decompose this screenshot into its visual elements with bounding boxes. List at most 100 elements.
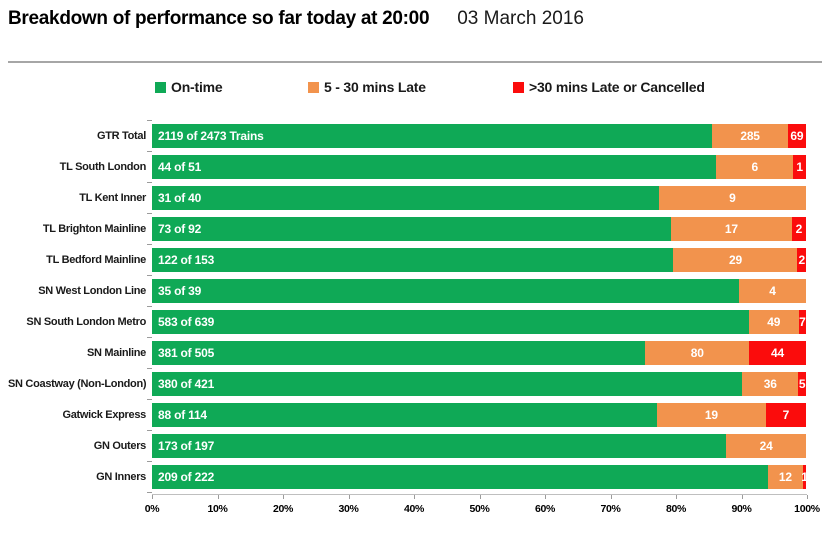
bar-value-label: 49 [767,314,781,329]
bar-value-label: 5 [798,376,806,391]
header: Breakdown of performance so far today at… [8,8,584,30]
chart-row: TL Brighton Mainline 73 of 92 17 2 [8,213,806,244]
bar-value-label: 209 of 222 [158,469,215,484]
bar-value-label: 17 [724,221,738,236]
category-axis-tick [147,368,152,369]
bar-value-label: 4 [769,283,776,298]
bar-value-label: 1 [796,159,803,174]
chart-row: GN Outers 173 of 197 24 [8,430,806,461]
x-axis-label: 0% [144,503,160,515]
chart-rows: GTR Total 2119 of 2473 Trains 285 69 TL Sout… [8,120,806,492]
bar-value-label: 7 [782,407,790,422]
chart-legend: On-time 5 - 30 mins Late >30 mins Late o… [0,79,830,99]
bar-value-label: 29 [728,252,742,267]
category-label: GN Outers [93,439,147,452]
bar-value-label: 69 [790,128,804,143]
bar-segment-on-time: 35 of 39 [152,278,739,303]
bar-segment-late-30-or-cancelled: 69 [787,123,806,148]
bar-segment-late-30-or-cancelled: 1 [801,464,806,489]
report-date: 03 March 2016 [457,8,584,29]
bar-segment-late-5-30: 4 [738,278,806,303]
chart-row: Gatwick Express 88 of 114 19 7 [8,399,806,430]
header-divider [8,61,822,63]
legend-item-late-30-or-cancelled: >30 mins Late or Cancelled [513,79,705,95]
x-axis-tick [741,495,743,499]
bar-value-label: 583 of 639 [158,314,215,329]
bar-track: 583 of 639 49 7 [152,309,806,334]
bar-segment-on-time: 173 of 197 [152,433,727,458]
bar-segment-late-5-30: 12 [767,464,804,489]
category-axis-tick [147,120,152,121]
bar-track: 173 of 197 24 [152,433,806,458]
category-label: SN South London Metro [26,315,146,328]
category-label: TL Bedford Mainline [46,253,146,266]
bar-segment-on-time: 380 of 421 [152,371,743,396]
bar-value-label: 7 [799,314,806,329]
x-axis-tick [348,495,350,499]
chart-row: TL Bedford Mainline 122 of 153 29 2 [8,244,806,275]
bar-segment-late-30-or-cancelled: 2 [797,247,806,272]
bar-value-label: 35 of 39 [158,283,202,298]
bar-track: 73 of 92 17 2 [152,216,806,241]
x-axis-label: 60% [534,503,556,515]
bar-value-label: 6 [751,159,758,174]
chart-row: SN South London Metro 583 of 639 49 7 [8,306,806,337]
x-axis-tick [807,495,808,499]
bar-value-label: 380 of 421 [158,376,215,391]
category-axis-tick [147,244,152,245]
bar-value-label: 2119 of 2473 Trains [158,128,264,143]
bar-value-label: 12 [778,469,792,484]
stacked-bar-chart: GTR Total 2119 of 2473 Trains 285 69 TL Sout… [8,120,806,493]
category-label: Gatwick Express [62,408,146,421]
x-axis-tick [152,495,153,499]
chart-row: SN Mainline 381 of 505 80 44 [8,337,806,368]
x-axis-label: 70% [600,503,621,515]
x-axis-tick [217,495,219,499]
legend-item-on-time: On-time [155,79,223,95]
bar-value-label: 285 [740,128,760,143]
category-axis-tick [147,151,152,152]
category-label: GTR Total [96,129,146,142]
x-axis-label: 40% [403,503,425,515]
bar-value-label: 122 of 153 [158,252,215,267]
category-label: TL South London [59,160,147,173]
bar-track: 44 of 51 6 1 [152,154,806,179]
category-label: TL Kent Inner [79,191,146,204]
bar-track: 88 of 114 19 7 [152,402,806,427]
bar-segment-on-time: 2119 of 2473 Trains [152,123,713,148]
category-axis-tick [147,182,152,183]
x-axis-tick [283,495,284,499]
bar-segment-late-5-30: 19 [656,402,766,427]
bar-value-label: 2 [798,252,805,267]
chart-row: GN Inners 209 of 222 12 1 [8,461,806,492]
x-axis-tick [545,495,546,499]
x-axis-label: 30% [338,503,359,515]
bar-segment-late-30-or-cancelled: 7 [798,309,806,334]
bar-segment-on-time: 583 of 639 [152,309,749,334]
x-axis-label: 20% [272,503,294,515]
chart-row: GTR Total 2119 of 2473 Trains 285 69 [8,120,806,151]
bar-segment-late-30-or-cancelled: 5 [798,371,806,396]
bar-value-label: 36 [763,376,777,391]
category-axis-tick [147,430,152,431]
chart-row: SN Coastway (Non-London) 380 of 421 36 5 [8,368,806,399]
category-axis-tick [147,492,152,493]
bar-track: 209 of 222 12 1 [152,464,806,489]
bar-value-label: 80 [690,345,704,360]
bar-value-label: 19 [704,407,718,422]
bar-segment-late-30-or-cancelled: 7 [765,402,806,427]
bar-value-label: 1 [801,469,806,484]
bar-segment-late-5-30: 24 [726,433,806,458]
bar-track: 31 of 40 9 [152,185,806,210]
bar-segment-late-30-or-cancelled: 2 [791,216,806,241]
bar-value-label: 31 of 40 [158,190,202,205]
category-axis-tick [147,306,152,307]
bar-segment-on-time: 73 of 92 [152,216,671,241]
x-axis-tick [610,495,612,499]
category-axis-tick [147,275,152,276]
bar-value-label: 88 of 114 [158,407,207,422]
bar-segment-on-time: 31 of 40 [152,185,659,210]
category-label: SN Mainline [86,346,146,359]
bar-value-label: 73 of 92 [158,221,202,236]
